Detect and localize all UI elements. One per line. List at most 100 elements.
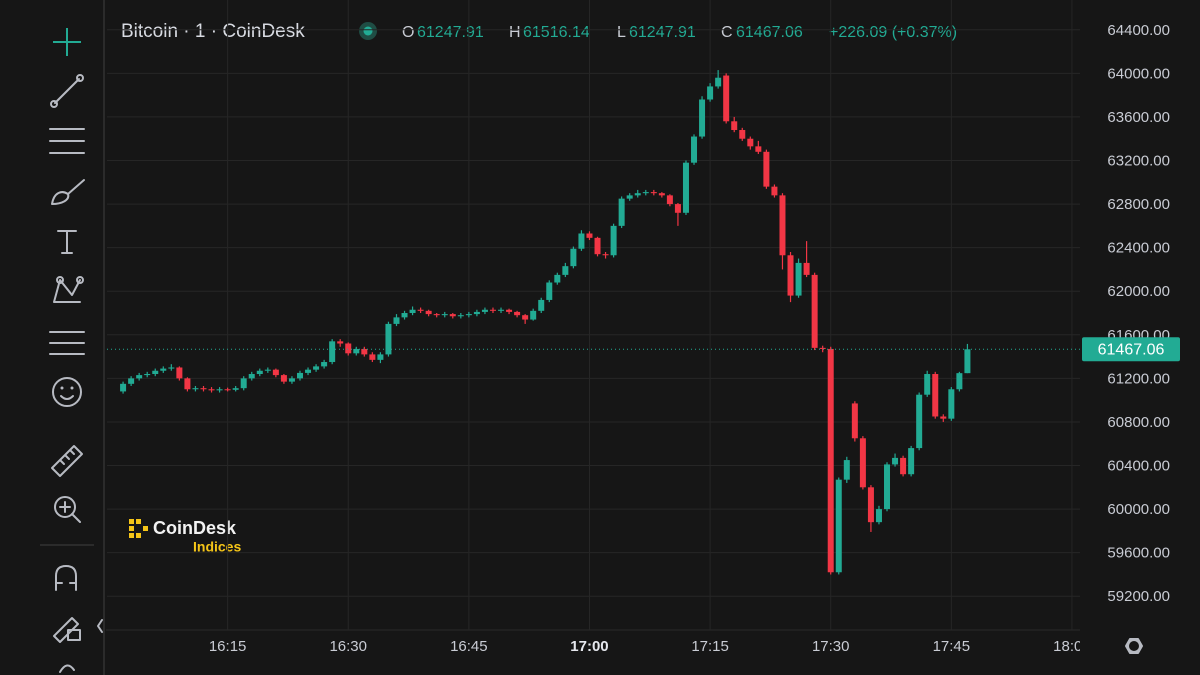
candle-body (473, 311, 480, 315)
candle-body (634, 193, 641, 196)
candle-body (401, 313, 408, 318)
candle-body (674, 204, 681, 213)
candle-body (554, 274, 561, 283)
brush-tool[interactable] (51, 179, 85, 205)
watermark: CoinDesk Indices (129, 518, 241, 555)
candle-body (256, 370, 263, 375)
candle-body (610, 225, 617, 256)
candle-body (562, 266, 569, 275)
candle-body (530, 310, 537, 320)
candle-body (956, 373, 963, 390)
forecast-tool[interactable] (49, 331, 85, 355)
candle-body (176, 367, 183, 379)
ohlc-label: L (617, 24, 626, 41)
x-tick-label: 18:00 (1053, 638, 1091, 655)
candle-body (136, 375, 143, 379)
candle-body (417, 309, 424, 311)
candle-body (120, 383, 127, 392)
candle-body (128, 378, 135, 384)
candle-body (409, 309, 416, 314)
lock-draw-tool[interactable] (53, 617, 81, 643)
y-tick-label: 62800.00 (1107, 196, 1170, 213)
candle-body (433, 314, 440, 316)
candle-body (626, 195, 633, 199)
y-tick-label: 62000.00 (1107, 283, 1170, 300)
candle-body (506, 309, 513, 312)
more-tool[interactable] (59, 664, 75, 673)
y-tick-label: 63200.00 (1107, 152, 1170, 169)
candle-body (867, 487, 874, 523)
candle-body (827, 348, 834, 573)
candle-body (184, 378, 191, 390)
candle-body (345, 343, 352, 354)
axes: 59200.00 59600.00 60000.00 60400.00 60800.00… (209, 22, 1180, 655)
candle-body (353, 348, 360, 354)
pattern-tool[interactable] (53, 276, 84, 303)
candle-body (658, 193, 665, 196)
candle-body (835, 479, 842, 573)
candle-body (280, 375, 287, 382)
candle-body (747, 138, 754, 147)
fib-tool[interactable] (49, 128, 85, 154)
candle-body (875, 509, 882, 523)
candle-body (964, 349, 971, 374)
symbol-title: Bitcoin · 1 · CoinDesk (121, 21, 305, 42)
candle-body (859, 438, 866, 488)
candle-body (924, 374, 931, 395)
text-tool[interactable] (57, 230, 77, 254)
candle-body (272, 369, 279, 376)
emoji-tool[interactable] (52, 377, 82, 407)
crosshair-tool[interactable] (53, 28, 81, 56)
candle-body (691, 136, 698, 163)
ohlc-value: 61467.06 (736, 24, 803, 41)
candle-body (682, 162, 689, 213)
candle-body (481, 309, 488, 312)
legend-header: Bitcoin · 1 · CoinDesk O 61247.91 H 6151… (121, 21, 957, 42)
candle-body (208, 389, 215, 391)
candle-body (666, 195, 673, 205)
change-value: +226.09 (+0.37%) (829, 24, 957, 41)
y-tick-label: 59200.00 (1107, 588, 1170, 605)
ruler-tool[interactable] (51, 445, 83, 477)
candle-body (811, 274, 818, 348)
grid (107, 0, 1080, 630)
y-tick-label: 60000.00 (1107, 501, 1170, 518)
trendline-tool[interactable] (50, 74, 84, 108)
x-tick-label: 16:45 (450, 638, 488, 655)
toolbar (40, 28, 103, 673)
candle-body (498, 309, 505, 311)
candle-body (465, 314, 472, 316)
candle-body (329, 341, 336, 363)
candle-body (892, 457, 899, 465)
candle-body (908, 448, 915, 475)
candle-body (385, 323, 392, 355)
zoom-tool[interactable] (54, 496, 81, 523)
candle-body (699, 99, 706, 137)
candle-body (884, 464, 891, 510)
candle-body (160, 368, 167, 371)
candle-body (192, 388, 199, 390)
candle-body (843, 460, 850, 480)
candle-body (152, 370, 159, 375)
candle-body (739, 130, 746, 139)
collapse-toolbar[interactable] (97, 619, 103, 633)
y-tick-label: 60800.00 (1107, 414, 1170, 431)
candle-body (377, 354, 384, 360)
candle-body (707, 86, 714, 100)
candle-body (514, 311, 521, 316)
y-tick-label: 61200.00 (1107, 370, 1170, 387)
candle-body (361, 348, 368, 355)
candle-body (594, 237, 601, 255)
magnet-tool[interactable] (55, 565, 77, 591)
candle-body (900, 457, 907, 475)
candle-body (216, 389, 223, 391)
candle-body (240, 378, 247, 389)
candle-body (578, 233, 585, 249)
candle-body (731, 121, 738, 131)
candle-body (916, 394, 923, 449)
candle-body (851, 403, 858, 439)
candle-body (441, 314, 448, 316)
settings-button[interactable] (1125, 638, 1143, 654)
